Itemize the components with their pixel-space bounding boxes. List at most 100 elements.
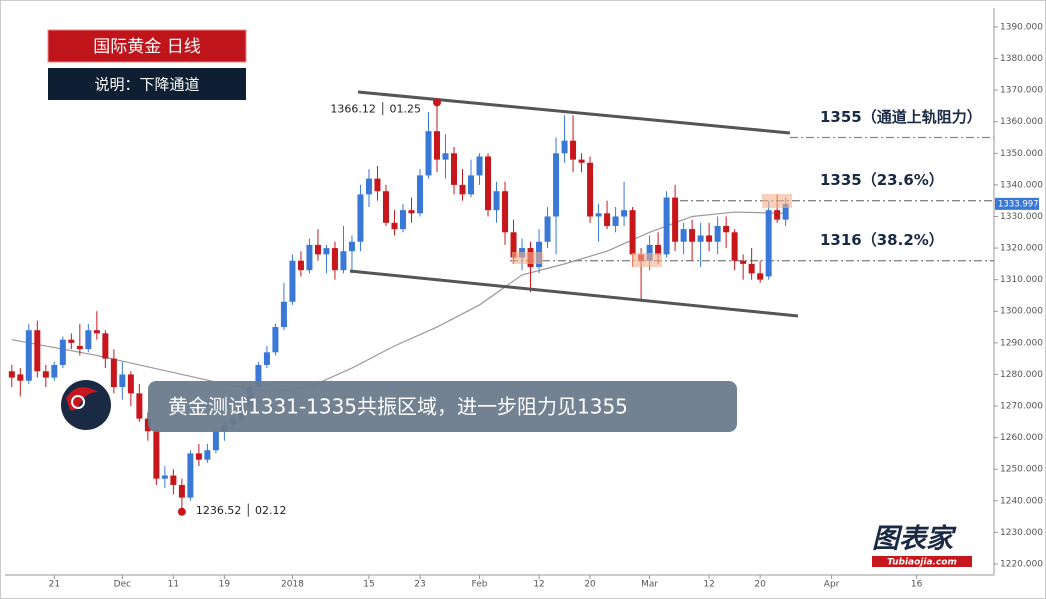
candle-body	[655, 244, 662, 255]
candle-body	[68, 339, 75, 343]
candle-body	[153, 431, 160, 479]
y-tick-label: 1250.000	[1000, 465, 1043, 475]
annotation-box	[148, 381, 737, 432]
candle-body	[357, 194, 364, 242]
candle-body	[272, 327, 279, 353]
icon-eye	[71, 395, 85, 409]
candle-body	[331, 248, 338, 271]
price-tag	[995, 197, 1039, 210]
candle-body	[348, 241, 355, 252]
x-tick-label: 23	[414, 580, 425, 590]
y-tick-label: 1300.000	[1000, 307, 1043, 317]
candle-body	[553, 153, 560, 217]
candle-body	[748, 263, 755, 274]
candle-body	[119, 374, 126, 388]
watermark-brand: 图表家	[872, 524, 957, 555]
candle-body	[595, 213, 602, 217]
candle-body	[425, 131, 432, 176]
zone	[762, 194, 792, 208]
candle-body	[297, 260, 304, 271]
candle-body	[340, 251, 347, 271]
candle-body	[280, 301, 287, 328]
high-label: 1366.12 │ 01.25	[330, 101, 421, 115]
candle-body	[51, 364, 58, 378]
high-marker	[432, 98, 441, 107]
y-tick-label: 1220.000	[1000, 559, 1043, 569]
x-tick-label: 12	[533, 580, 544, 590]
candle-body	[680, 229, 687, 242]
candle-body	[408, 210, 415, 214]
x-tick-label: 20	[584, 580, 596, 590]
candle-body	[195, 453, 202, 460]
candle-body	[93, 330, 100, 334]
candle-body	[365, 178, 372, 195]
candle-body	[374, 178, 381, 192]
x-tick-label: Dec	[114, 580, 131, 590]
candle-body	[782, 203, 789, 220]
candle-body	[689, 229, 696, 242]
candle-body	[110, 358, 117, 388]
candle-body	[612, 216, 619, 226]
candle-body	[578, 159, 585, 163]
candle-body	[723, 225, 730, 233]
candle-body	[544, 216, 551, 242]
x-tick-label: 2018	[281, 580, 304, 590]
level-label: 1355（通道上轨阻力）	[820, 108, 982, 126]
candle-body	[510, 232, 517, 258]
logo-icon	[61, 380, 111, 430]
y-tick-label: 1340.000	[1000, 180, 1043, 190]
zone	[512, 252, 543, 264]
zone	[632, 253, 662, 267]
candle-body	[289, 260, 296, 302]
channel-lower	[349, 269, 799, 318]
candle-body	[306, 244, 313, 271]
y-tick-label: 1230.000	[1000, 528, 1043, 538]
watermark-stripe	[872, 556, 972, 567]
candle-body	[161, 475, 168, 479]
title-box	[47, 29, 247, 63]
y-tick-label: 1290.000	[1000, 338, 1043, 348]
candle-body	[493, 191, 500, 211]
price-tag-label: 1333.997	[998, 199, 1039, 209]
x-tick-label: Feb	[472, 580, 488, 590]
y-tick-label: 1240.000	[1000, 496, 1043, 506]
candle-body	[757, 273, 764, 280]
candle-body	[204, 450, 211, 460]
candle-body	[323, 248, 330, 255]
x-tick-label: 19	[219, 580, 231, 590]
x-tick-label: 12	[703, 580, 714, 590]
low-marker	[177, 507, 186, 516]
y-tick-label: 1390.000	[1000, 22, 1043, 32]
candle-body	[399, 210, 406, 230]
candle-body	[740, 260, 747, 264]
watermark: 图表家 Tubiaojia.com	[872, 524, 972, 568]
y-tick-label: 1370.000	[1000, 86, 1043, 96]
y-tick-label: 1360.000	[1000, 117, 1043, 127]
candle-body	[731, 232, 738, 261]
x-tick-label: 16	[911, 580, 923, 590]
candle-body	[587, 162, 594, 217]
candle-body	[476, 156, 483, 176]
y-tick-label: 1280.000	[1000, 370, 1043, 380]
candle-body	[663, 197, 670, 255]
candle-body	[621, 210, 628, 217]
x-tick-label: Mar	[641, 580, 658, 590]
candle-body	[178, 484, 185, 498]
candle-body	[646, 244, 653, 261]
candle-body	[629, 210, 636, 255]
x-tick-label: 11	[168, 580, 179, 590]
subtitle-box	[48, 68, 246, 100]
y-tick-label: 1330.000	[1000, 212, 1043, 222]
candle-body	[127, 374, 134, 394]
candle-body	[561, 140, 568, 154]
candle-body	[314, 244, 321, 255]
x-tick-label: 20	[754, 580, 766, 590]
candle-body	[433, 131, 440, 160]
candle-body	[391, 222, 398, 230]
chart-subtitle: 说明：下降通道	[94, 76, 199, 94]
x-tick-label: 21	[49, 580, 60, 590]
candle-body	[76, 345, 83, 350]
y-tick-label: 1350.000	[1000, 149, 1043, 159]
candle-body	[8, 371, 15, 378]
